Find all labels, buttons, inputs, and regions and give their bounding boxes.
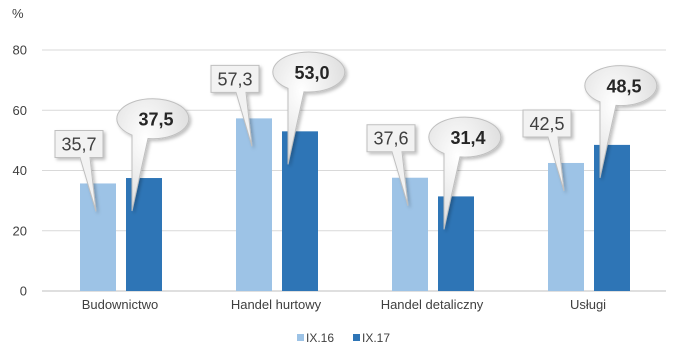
- bar: [126, 178, 162, 291]
- data-label: 31,4: [428, 116, 502, 230]
- svg-text:53,0: 53,0: [294, 63, 329, 83]
- data-label: 48,5: [584, 65, 658, 179]
- y-tick-label: 20: [13, 223, 27, 238]
- bar: [594, 144, 630, 291]
- x-tick-label: Usługi: [570, 297, 606, 312]
- y-tick-label: 40: [13, 163, 27, 178]
- svg-text:37,6: 37,6: [373, 129, 408, 149]
- data-label: 37,6: [366, 124, 416, 206]
- data-label: 37,5: [116, 98, 190, 212]
- x-tick-label: Handel detaliczny: [381, 297, 484, 312]
- legend-label: IX.16: [306, 331, 334, 345]
- y-tick-label: 0: [20, 284, 27, 299]
- data-labels: 35,7 37,5 57,3 53,0 37,6 31,4 42,5 48,5: [54, 51, 658, 230]
- bar: [392, 177, 428, 291]
- svg-text:37,5: 37,5: [138, 110, 173, 130]
- svg-text:48,5: 48,5: [606, 76, 641, 96]
- y-tick-label: 80: [13, 43, 27, 58]
- data-label: 42,5: [522, 109, 572, 192]
- legend-swatch: [297, 334, 304, 341]
- data-label: 35,7: [54, 129, 104, 212]
- y-tick-label: 60: [13, 103, 27, 118]
- bar: [438, 196, 474, 291]
- bar: [236, 118, 272, 291]
- y-axis: % 0 20 40 60 80: [12, 6, 27, 299]
- data-label: 57,3: [210, 64, 260, 147]
- legend: IX.16 IX.17: [297, 331, 390, 345]
- bar: [80, 183, 116, 291]
- bar: [282, 131, 318, 291]
- y-axis-unit-label: %: [12, 6, 24, 21]
- legend-swatch: [353, 334, 360, 341]
- svg-text:42,5: 42,5: [529, 114, 564, 134]
- svg-text:57,3: 57,3: [217, 69, 252, 89]
- bars: [80, 118, 630, 291]
- legend-item: IX.16: [297, 331, 334, 345]
- x-tick-label: Handel hurtowy: [231, 297, 322, 312]
- svg-text:35,7: 35,7: [61, 134, 96, 154]
- data-label: 53,0: [272, 51, 346, 165]
- svg-text:31,4: 31,4: [450, 128, 485, 148]
- x-tick-label: Budownictwo: [82, 297, 159, 312]
- legend-label: IX.17: [362, 331, 390, 345]
- legend-item: IX.17: [353, 331, 390, 345]
- x-axis: Budownictwo Handel hurtowy Handel detalicz…: [82, 297, 606, 312]
- bar: [548, 162, 584, 291]
